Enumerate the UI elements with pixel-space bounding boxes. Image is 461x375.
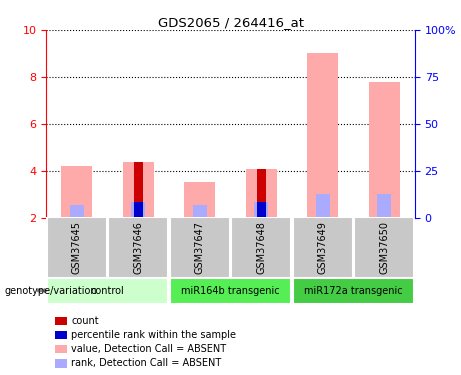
Title: GDS2065 / 264416_at: GDS2065 / 264416_at (158, 16, 303, 29)
Bar (123, 162, 154, 218)
Bar (316, 194, 330, 217)
Text: GSM37648: GSM37648 (256, 221, 266, 274)
Bar (108, 217, 168, 278)
Bar (170, 217, 230, 278)
Bar (254, 202, 268, 217)
Bar (134, 202, 143, 217)
Bar (369, 82, 400, 218)
Bar (377, 194, 391, 217)
Text: GSM37647: GSM37647 (195, 221, 205, 274)
Bar (193, 205, 207, 218)
Bar (354, 217, 414, 278)
Text: miR164b transgenic: miR164b transgenic (181, 286, 280, 296)
Bar (70, 205, 84, 218)
Bar (61, 166, 92, 218)
Text: rank, Detection Call = ABSENT: rank, Detection Call = ABSENT (71, 358, 222, 368)
Bar (47, 217, 107, 278)
Text: GSM37650: GSM37650 (379, 221, 389, 274)
Bar (47, 278, 168, 304)
Text: count: count (71, 316, 99, 326)
Text: percentile rank within the sample: percentile rank within the sample (71, 330, 236, 340)
Bar (131, 202, 145, 217)
Bar (293, 217, 353, 278)
Text: GSM37645: GSM37645 (72, 221, 82, 274)
Bar (231, 217, 291, 278)
Bar (293, 278, 414, 304)
Text: control: control (91, 286, 124, 296)
Text: GSM37649: GSM37649 (318, 221, 328, 274)
Text: value, Detection Call = ABSENT: value, Detection Call = ABSENT (71, 344, 226, 354)
Bar (257, 170, 266, 217)
Text: GSM37646: GSM37646 (133, 221, 143, 274)
Text: genotype/variation: genotype/variation (5, 286, 97, 296)
Bar (257, 202, 266, 217)
Bar (170, 278, 291, 304)
Bar (307, 54, 338, 217)
Bar (134, 162, 143, 218)
Text: miR172a transgenic: miR172a transgenic (304, 286, 403, 296)
Bar (246, 170, 277, 217)
Bar (184, 182, 215, 218)
